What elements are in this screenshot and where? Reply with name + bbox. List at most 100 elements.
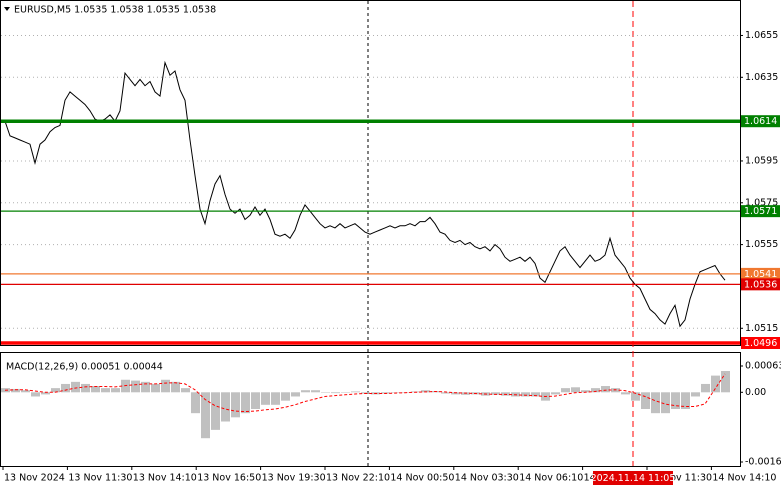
x-tick-label: 13 Nov 19:30 bbox=[262, 473, 326, 484]
histogram-bar bbox=[391, 392, 400, 393]
cursor-label-bg bbox=[593, 471, 673, 485]
histogram-bar bbox=[381, 392, 390, 394]
histogram-bar bbox=[231, 392, 240, 418]
histogram-bar bbox=[351, 391, 360, 393]
price-title: EURUSD,M5 1.0535 1.0538 1.0535 1.0538 bbox=[14, 5, 216, 16]
x-tick-label: 13 Nov 22:10 bbox=[326, 473, 390, 484]
histogram-bar bbox=[11, 388, 20, 393]
histogram-bar bbox=[551, 392, 560, 395]
y-tick-label: 1.0635 bbox=[745, 72, 778, 83]
y-tick-label: 0.00063 bbox=[745, 361, 781, 372]
level-label: 1.0571 bbox=[744, 206, 777, 217]
macd-title: MACD(12,26,9) 0.00051 0.00044 bbox=[6, 362, 163, 373]
histogram-bar bbox=[71, 381, 80, 393]
histogram-bar bbox=[271, 392, 280, 405]
histogram-bar bbox=[311, 390, 320, 393]
level-label-bg bbox=[741, 337, 780, 349]
histogram-bar bbox=[681, 392, 690, 409]
histogram-bar bbox=[131, 380, 140, 393]
level-label-bg bbox=[741, 267, 780, 280]
histogram-bar bbox=[91, 386, 100, 393]
histogram-bar bbox=[221, 392, 230, 422]
menu-arrow bbox=[4, 7, 10, 11]
price-line bbox=[4, 60, 726, 328]
histogram-bar bbox=[281, 392, 290, 401]
histogram-bar bbox=[201, 392, 210, 439]
histogram-bar bbox=[711, 375, 720, 393]
histogram-bar bbox=[111, 388, 120, 393]
histogram-bar bbox=[81, 383, 90, 393]
level-label-bg bbox=[741, 115, 780, 128]
histogram-bar bbox=[631, 392, 640, 401]
histogram-bar bbox=[451, 392, 460, 395]
histogram-bar bbox=[51, 388, 60, 393]
level-label-bg bbox=[741, 278, 780, 291]
x-tick-label: 13 Nov 11:30 bbox=[68, 473, 132, 484]
histogram-bar bbox=[561, 388, 570, 393]
x-tick-label: 14 Nov 06:10 bbox=[519, 473, 583, 484]
histogram-bar bbox=[441, 392, 450, 394]
x-tick-label: 14 Nov 11:30 bbox=[648, 473, 712, 484]
histogram-bar bbox=[531, 392, 540, 397]
price-panel bbox=[0, 0, 741, 346]
labels: 1.0655 1.0635 1.0595 1.0575 1.0555 1.0515 1.06… bbox=[4, 30, 781, 485]
histogram-bar bbox=[301, 390, 310, 393]
histogram-bar bbox=[241, 392, 250, 414]
histogram-bar bbox=[321, 392, 330, 393]
histogram-bar bbox=[571, 387, 580, 393]
histogram-bar bbox=[641, 392, 650, 409]
x-tick-label: 14 Nov 14:10 bbox=[712, 473, 776, 484]
histogram-bar bbox=[31, 392, 40, 397]
histogram-bar bbox=[141, 381, 150, 393]
histogram-bar bbox=[661, 392, 670, 414]
macd-panel bbox=[0, 352, 741, 467]
y-tick-label: 1.0515 bbox=[745, 323, 778, 334]
histogram-bar bbox=[61, 383, 70, 393]
marks bbox=[1, 60, 740, 439]
histogram-bar bbox=[581, 390, 590, 393]
histogram-bar bbox=[721, 371, 730, 393]
level-label: 1.0614 bbox=[744, 116, 777, 127]
y-tick-label: 0.00 bbox=[745, 387, 766, 398]
y-tick-label: 1.0555 bbox=[745, 239, 778, 250]
histogram-bar bbox=[521, 392, 530, 397]
histogram-bar bbox=[251, 392, 260, 409]
histogram-bar bbox=[211, 392, 220, 430]
histogram-bar bbox=[101, 388, 110, 393]
histogram-bar bbox=[261, 392, 270, 405]
level-label: 1.0496 bbox=[744, 338, 777, 349]
histogram-bar bbox=[361, 392, 370, 394]
histogram-bar bbox=[591, 388, 600, 393]
histogram-bar bbox=[341, 392, 350, 393]
histogram-bar bbox=[21, 390, 30, 393]
histogram-bar bbox=[491, 392, 500, 395]
histogram-bar bbox=[701, 383, 710, 393]
y-tick-label: 1.0655 bbox=[745, 30, 778, 41]
level-label: 1.0536 bbox=[744, 279, 777, 290]
histogram-bar bbox=[651, 392, 660, 414]
x-tick-label: 13 Nov 2024 bbox=[4, 473, 65, 484]
cursor-label: 2024.11.14 11:05 bbox=[591, 473, 676, 484]
level-label: 1.0541 bbox=[744, 269, 777, 280]
histogram-bar bbox=[41, 392, 50, 395]
x-tick-label: 14 Nov 03:30 bbox=[455, 473, 519, 484]
histogram-bar bbox=[181, 388, 190, 393]
histogram-bar bbox=[421, 390, 430, 393]
x-tick-label: 13 Nov 16:50 bbox=[197, 473, 261, 484]
histogram-bar bbox=[151, 383, 160, 393]
histogram-bar bbox=[691, 392, 700, 397]
x-tick-label: 13 Nov 14:10 bbox=[133, 473, 197, 484]
grid bbox=[1, 34, 743, 470]
y-tick-label: -0.00167 bbox=[745, 457, 781, 468]
histogram-bar bbox=[621, 392, 630, 395]
histogram-bar bbox=[171, 381, 180, 393]
histogram-bar bbox=[161, 379, 170, 393]
histogram-bar bbox=[671, 392, 680, 409]
histogram-bar bbox=[331, 392, 340, 394]
level-label-bg bbox=[741, 205, 780, 218]
y-tick-label: 1.0575 bbox=[745, 197, 778, 208]
histogram-bar bbox=[291, 392, 300, 397]
x-tick-label: 14 Nov 00:50 bbox=[390, 473, 454, 484]
